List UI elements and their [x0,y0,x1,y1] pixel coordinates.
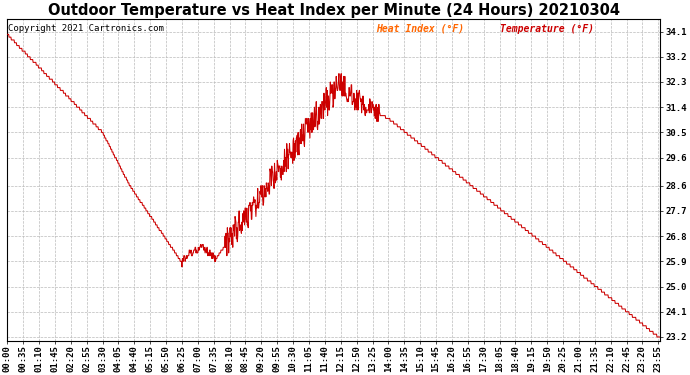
Text: Heat Index (°F): Heat Index (°F) [376,24,464,34]
Text: Copyright 2021 Cartronics.com: Copyright 2021 Cartronics.com [8,24,164,33]
Text: Temperature (°F): Temperature (°F) [500,24,594,34]
Title: Outdoor Temperature vs Heat Index per Minute (24 Hours) 20210304: Outdoor Temperature vs Heat Index per Mi… [48,3,620,18]
